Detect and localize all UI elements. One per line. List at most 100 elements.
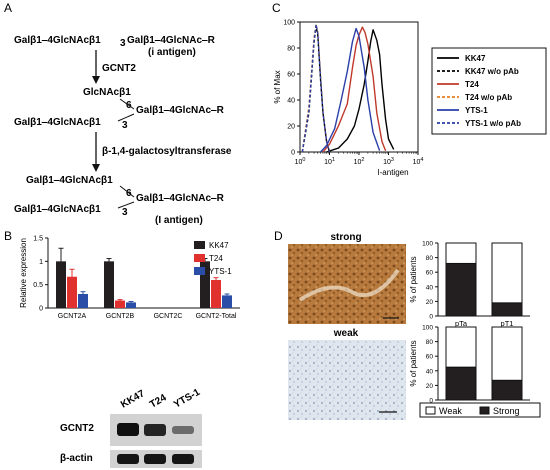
- legend-label-yts-1: YTS-1: [209, 267, 232, 276]
- bar-b-category-label: GCNT2-Total: [196, 313, 237, 320]
- stage-stacked-chart: 0 20 40 60 80 100 % of patients pTa pT1: [409, 241, 530, 328]
- flow-legend-label-kk47-w-o-pab: KK47 w/o pAb: [465, 67, 519, 76]
- flow-y-tick-label: 0: [291, 150, 295, 157]
- flow-x-tick-label: 102: [354, 157, 365, 166]
- bond-row3-upper: [119, 185, 135, 198]
- bond-row2-lower: [117, 113, 135, 122]
- blot-lane-label-1: KK47: [119, 388, 147, 411]
- bar-b-y-tick-label: 1.5: [33, 236, 43, 243]
- panel-d-label: D: [274, 229, 283, 243]
- panel-d-stage-y-tick-label: 80: [426, 255, 434, 262]
- chem-row3-right: Galβ1‒4GlcNAc‒R: [136, 193, 225, 204]
- flow-y-tick-label: 20: [287, 124, 295, 131]
- bar-t24-gcnt2-total: [211, 280, 221, 308]
- bar-t24-gcnt2b: [115, 300, 125, 308]
- bar-b-category-label: GCNT2B: [106, 313, 135, 320]
- chem-row3-top: Galβ1‒4GlcNAcβ1: [26, 175, 113, 186]
- panel-d-stage-y-tick-label: 0: [429, 314, 433, 321]
- bar-b-category-label: GCNT2A: [58, 313, 87, 320]
- bond-row2-upper: [119, 98, 135, 110]
- chem-row2-sub2: 3: [122, 120, 128, 131]
- flow-series-kk47-w-o-pab: [301, 25, 331, 153]
- bar-kk47-gcnt2b: [104, 261, 114, 308]
- flow-legend-label-t24-w-o-pab: T24 w/o pAb: [465, 93, 512, 102]
- flow-histogram: 0 20 40 60 80 100 % of Max 100 101 102 103 104 I-ant…: [273, 20, 547, 177]
- blot-lane-label-2: T24: [148, 392, 169, 410]
- ihc-stroma-strong: [298, 268, 400, 302]
- blot-row-label-gcnt2: GCNT2: [60, 423, 94, 434]
- ihc-title-weak: weak: [333, 328, 359, 339]
- legend-swatch-yts-1: [194, 267, 205, 275]
- flow-series-t24: [322, 26, 387, 153]
- chem-row2-top: GlcNAcβ1: [83, 87, 131, 98]
- flow-y-axis-label: % of Max: [273, 70, 282, 103]
- bar-b-category-label: GCNT2C: [154, 313, 183, 320]
- panel-a: A Galβ1‒4GlcNAcβ1 3 Galβ1‒4GlcNAc‒R (i a…: [4, 1, 232, 226]
- blot-band-actin-yts1: [172, 454, 194, 464]
- bar-b-y-tick-label: 1: [39, 259, 43, 266]
- flow-legend-label-t24: T24: [465, 80, 479, 89]
- flow-x-tick-label: 104: [413, 157, 424, 166]
- bar-yts-1-gcnt2-total: [222, 295, 232, 308]
- stacked-strong-pta: [445, 262, 477, 317]
- chem-row1-right: Galβ1‒4GlcNAc‒R: [127, 35, 216, 46]
- bar-yts-1-gcnt2a: [78, 294, 88, 308]
- stacked-legend-swatch-strong: [479, 406, 490, 415]
- flow-series-yts-1: [320, 27, 381, 153]
- bar-b-y-axis-label: Relative expression: [19, 238, 28, 308]
- stacked-legend-swatch-weak: [425, 406, 436, 415]
- flow-x-tick-label: 100: [295, 157, 306, 166]
- stacked-strong-g2: [445, 366, 477, 401]
- bond-row3-lower: [117, 201, 135, 209]
- enzyme-label-2: β-1,4-galactosyltransferase: [102, 146, 232, 157]
- chem-row1-sub: 3: [120, 38, 126, 49]
- panel-d-grade-y-tick-label: 80: [426, 339, 434, 346]
- flow-legend-label-yts-1: YTS-1: [465, 106, 488, 115]
- panel-d-grade-y-tick-label: 0: [429, 398, 433, 405]
- western-blot: KK47 T24 YTS-1 GCNT2 β-actin: [60, 387, 202, 468]
- flow-legend-box: [431, 47, 547, 135]
- blot-lane-label-3: YTS-1: [172, 387, 202, 411]
- flow-x-tick-label: 103: [383, 157, 394, 166]
- stacked-strong-g3: [491, 379, 523, 401]
- panel-d-stage-y-tick-label: 60: [426, 270, 434, 277]
- stacked-weak-pt1: [491, 242, 523, 304]
- flow-legend-label-kk47: KK47: [465, 54, 486, 63]
- bar-b-y-tick-label: 0: [39, 306, 43, 313]
- blot-band-gcnt2-yts1: [172, 426, 194, 434]
- blot-band-gcnt2-kk47: [117, 423, 139, 436]
- chem-row2-right: Galβ1‒4GlcNAc‒R: [136, 105, 225, 116]
- legend-label-kk47: KK47: [209, 241, 229, 250]
- panel-b-label: B: [4, 229, 12, 243]
- flow-y-tick-label: 40: [287, 98, 295, 105]
- panel-c-label: C: [272, 1, 281, 15]
- panel-d-grade-y-tick-label: 20: [426, 383, 434, 390]
- blot-band-actin-t24: [144, 454, 166, 464]
- chem-row3-left: Galβ1‒4GlcNAcβ1: [14, 204, 101, 215]
- flow-legend-label-yts-1-w-o-pab: YTS-1 w/o pAb: [465, 119, 521, 128]
- stacked-weak-g3: [491, 326, 523, 381]
- chem-row1-left: Galβ1‒4GlcNAcβ1: [14, 35, 101, 46]
- ihc-title-strong: strong: [330, 232, 361, 243]
- blot-band-actin-kk47: [117, 454, 139, 464]
- chem-row3-sub2: 3: [122, 207, 128, 218]
- bar-t24-gcnt2a: [67, 276, 77, 308]
- legend-swatch-kk47: [194, 241, 205, 249]
- blot-band-gcnt2-t24: [144, 424, 166, 436]
- ihc-image-weak: [288, 340, 406, 420]
- flow-x-axis-label: I-antigen: [377, 168, 408, 177]
- bar-kk47-gcnt2a: [56, 261, 66, 308]
- flow-x-tick-label: 101: [324, 157, 335, 166]
- panel-d-grade-y-axis-label: % of patients: [409, 340, 418, 386]
- flow-y-tick-label: 80: [287, 46, 295, 53]
- stacked-category-pt1: pT1: [501, 319, 514, 328]
- panel-d-stage-y-tick-label: 20: [426, 299, 434, 306]
- panel-d-stage-y-tick-label: 100: [422, 241, 433, 248]
- panel-d-stage-y-tick-label: 40: [426, 284, 434, 291]
- expression-bar-chart: 0 0.5 1 1.5 Relative expression GCNT2A GCNT2B G…: [19, 236, 240, 320]
- stacked-weak-g2: [445, 326, 477, 368]
- bar-yts-1-gcnt2b: [126, 302, 136, 308]
- chem-row1-note: (i antigen): [148, 47, 196, 58]
